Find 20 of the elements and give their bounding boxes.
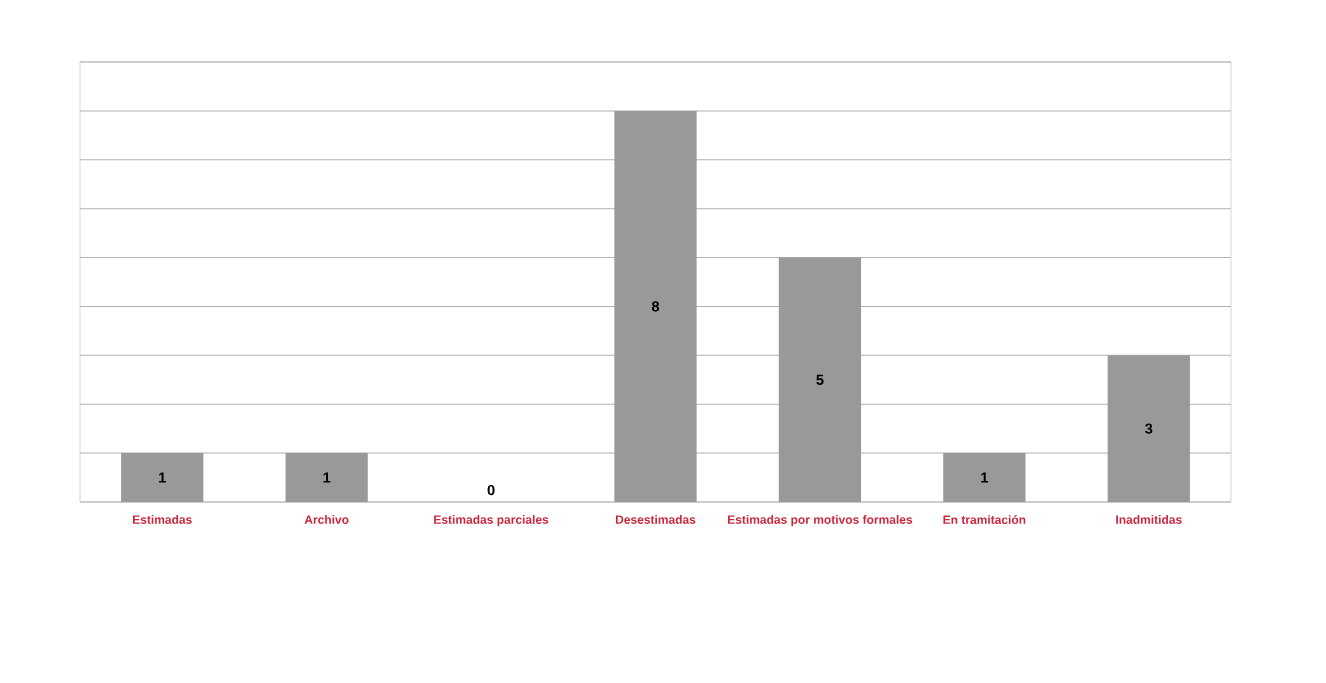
x-tick-label: Inadmitidas [1116,515,1182,524]
x-tick-label: Estimadas por motivos formales [728,515,913,527]
bar [121,453,204,502]
bar [285,453,368,502]
bar [778,257,862,502]
data-label: 1 [981,472,989,483]
bar [943,453,1026,502]
data-label: 1 [159,472,166,483]
data-label: 5 [816,374,824,385]
data-label: 0 [487,484,495,496]
bar [614,110,697,502]
x-tick-label: Estimadas [133,515,192,524]
x-tick-label: Desestimadas [615,515,696,524]
bar [1107,355,1190,502]
data-label: 8 [651,301,660,312]
x-tick-label: Estimadas parciales [434,515,549,527]
data-label: 1 [323,472,331,483]
x-tick-label: Archivo [304,515,349,524]
data-label: 3 [1145,423,1153,434]
x-tick-label: En tramitación [943,515,1026,524]
